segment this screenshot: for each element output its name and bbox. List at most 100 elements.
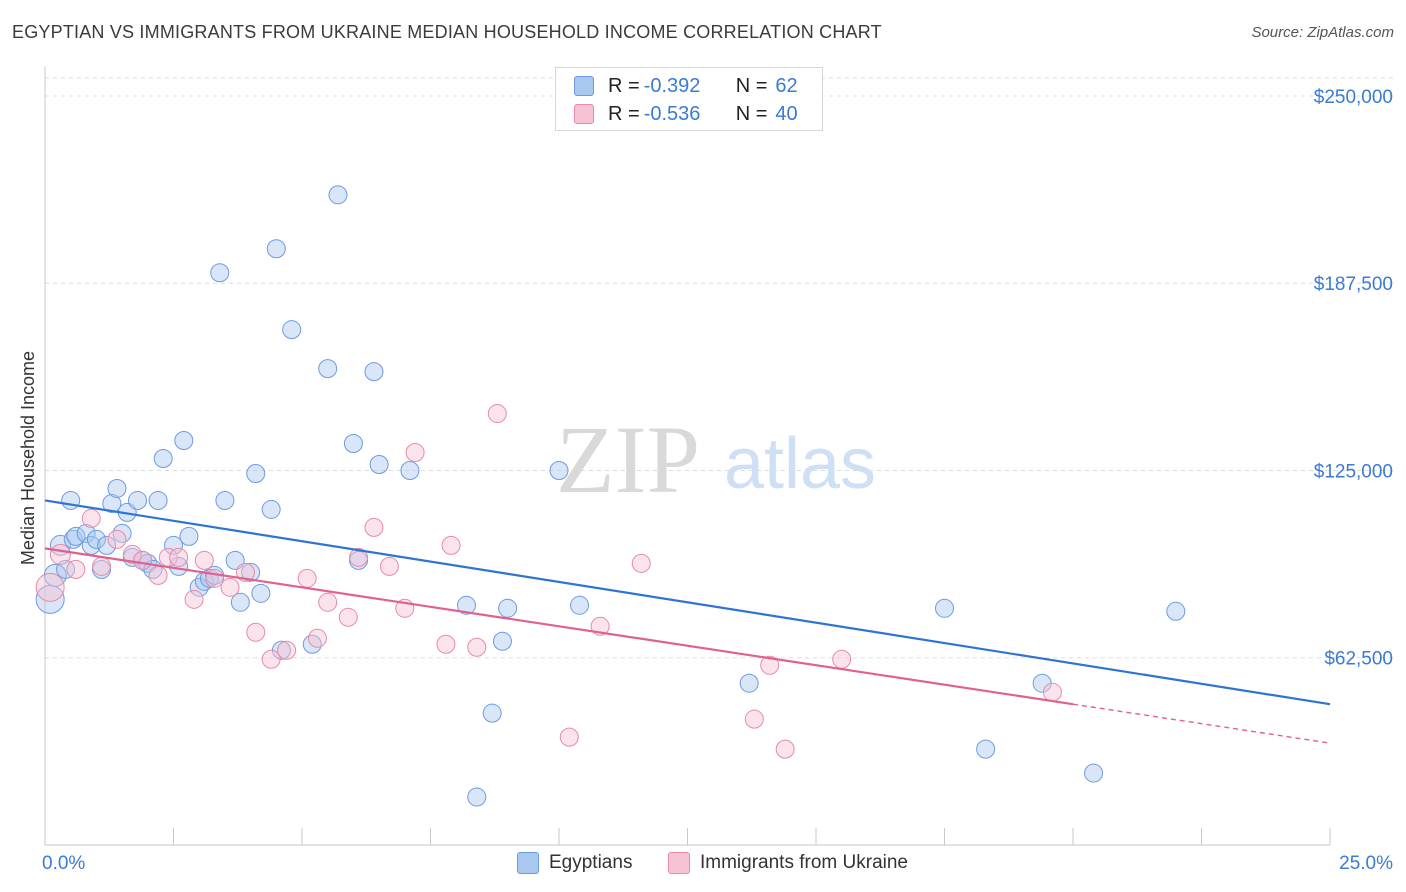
egyptians-point bbox=[976, 739, 996, 759]
y-tick-label: $125,000 bbox=[1314, 461, 1393, 482]
egyptians-point bbox=[282, 320, 302, 340]
egyptians-point bbox=[467, 787, 487, 807]
ukraine-point bbox=[184, 589, 204, 609]
ukraine-point bbox=[379, 556, 399, 576]
egyptians-point bbox=[739, 673, 759, 693]
ukraine-point bbox=[441, 535, 461, 555]
egyptians-point bbox=[102, 493, 122, 513]
egyptians-point bbox=[251, 583, 271, 603]
ukraine-point bbox=[235, 562, 255, 582]
egyptians-point bbox=[261, 499, 281, 519]
egyptians-trend-line bbox=[44, 499, 1331, 706]
legend-item-egyptians[interactable]: Egyptians bbox=[517, 852, 632, 874]
n-label: N = bbox=[735, 74, 768, 97]
ukraine-point bbox=[307, 628, 327, 648]
egyptians-point bbox=[107, 478, 127, 498]
egyptians-point bbox=[174, 431, 194, 451]
watermark: ZIP atlas bbox=[556, 406, 876, 513]
y-tick-label: $187,500 bbox=[1314, 274, 1393, 295]
egyptians-point bbox=[179, 526, 199, 546]
egyptians-point bbox=[43, 563, 67, 587]
egyptians-point bbox=[246, 463, 266, 483]
source-label: Source: ZipAtlas.com bbox=[1251, 24, 1394, 41]
ukraine-point bbox=[107, 529, 127, 549]
legend-swatch-egyptians bbox=[517, 852, 539, 874]
ukraine-point bbox=[338, 607, 358, 627]
ukraine-point bbox=[297, 568, 317, 588]
r-value: -0.392 bbox=[643, 74, 701, 97]
n-value: 62 bbox=[775, 74, 798, 97]
egyptians-point bbox=[266, 239, 286, 259]
n-label: N = bbox=[735, 102, 768, 125]
watermark-zip: ZIP bbox=[556, 406, 700, 513]
ukraine-point bbox=[35, 572, 65, 602]
ukraine-point bbox=[66, 559, 86, 579]
legend-item-ukraine[interactable]: Immigrants from Ukraine bbox=[668, 852, 908, 874]
ukraine-point bbox=[364, 517, 384, 537]
egyptians-point bbox=[97, 535, 117, 555]
egyptians-point bbox=[56, 559, 76, 579]
egyptians-point bbox=[549, 460, 569, 480]
x-tick-label: 0.0% bbox=[42, 853, 85, 874]
egyptians-point bbox=[935, 598, 954, 618]
egyptians-point bbox=[456, 595, 476, 615]
axes bbox=[44, 66, 1331, 846]
ukraine-point bbox=[49, 543, 71, 565]
egyptians-point bbox=[400, 460, 420, 480]
ukraine-point bbox=[92, 556, 112, 576]
ukraine-point bbox=[832, 649, 852, 669]
egyptians-point bbox=[153, 448, 173, 468]
ukraine-point bbox=[194, 550, 214, 570]
ukraine-point bbox=[775, 739, 795, 759]
ukraine-point bbox=[220, 577, 240, 597]
egyptians-point bbox=[369, 454, 389, 474]
egyptians-point bbox=[148, 490, 168, 510]
stats-legend: R = -0.392 N = 62 R = -0.536 N = 40 bbox=[555, 67, 823, 131]
ukraine-point bbox=[133, 550, 153, 570]
y-tick-label: $250,000 bbox=[1314, 87, 1393, 108]
egyptians-point bbox=[570, 595, 590, 615]
ukraine-point bbox=[277, 640, 297, 660]
legend-label-egyptians: Egyptians bbox=[549, 852, 633, 873]
stats-row-egyptians: R = -0.392 N = 62 bbox=[574, 73, 798, 99]
egyptians-point bbox=[1084, 763, 1104, 783]
egyptians-point bbox=[241, 562, 261, 582]
ukraine-point bbox=[169, 547, 189, 567]
egyptians-point bbox=[328, 185, 348, 205]
egyptians-point bbox=[164, 535, 183, 555]
egyptians-point bbox=[364, 362, 384, 382]
data-points bbox=[35, 185, 1186, 807]
ukraine-point bbox=[122, 544, 142, 564]
ukraine-point bbox=[405, 443, 425, 463]
egyptians-point bbox=[86, 529, 106, 549]
stats-row-ukraine: R = -0.536 N = 40 bbox=[574, 101, 798, 127]
ukraine-trend-line bbox=[44, 547, 1074, 706]
egyptians-point bbox=[128, 490, 148, 510]
ukraine-point bbox=[744, 709, 764, 729]
ukraine-point bbox=[631, 553, 651, 573]
y-axis-label: Median Household Income bbox=[18, 351, 38, 565]
watermark-atlas: atlas bbox=[724, 424, 876, 504]
egyptians-point bbox=[1166, 601, 1186, 621]
ukraine-point bbox=[246, 622, 266, 642]
egyptians-point bbox=[61, 490, 81, 510]
ukraine-point bbox=[559, 727, 579, 747]
egyptians-point bbox=[215, 490, 235, 510]
r-label: R = bbox=[608, 102, 640, 125]
chart-title: EGYPTIAN VS IMMIGRANTS FROM UKRAINE MEDI… bbox=[12, 22, 882, 42]
n-value: 40 bbox=[775, 102, 798, 125]
legend-label-ukraine: Immigrants from Ukraine bbox=[700, 852, 908, 873]
egyptians-point bbox=[492, 631, 512, 651]
ukraine-point bbox=[467, 637, 487, 657]
ukraine-point bbox=[349, 547, 369, 567]
ukraine-point bbox=[1042, 682, 1062, 702]
egyptians-point bbox=[230, 592, 250, 612]
ukraine-point bbox=[487, 404, 507, 424]
swatch-egyptians bbox=[574, 76, 594, 96]
y-tick-label: $62,500 bbox=[1324, 649, 1393, 670]
tick-labels: $62,500 $125,000 $187,500 $250,000 0.0% 25.0% bbox=[42, 87, 1393, 874]
ukraine-point bbox=[148, 565, 168, 585]
egyptians-point bbox=[112, 523, 132, 543]
ukraine-point bbox=[760, 655, 780, 675]
ukraine-point bbox=[436, 634, 456, 654]
